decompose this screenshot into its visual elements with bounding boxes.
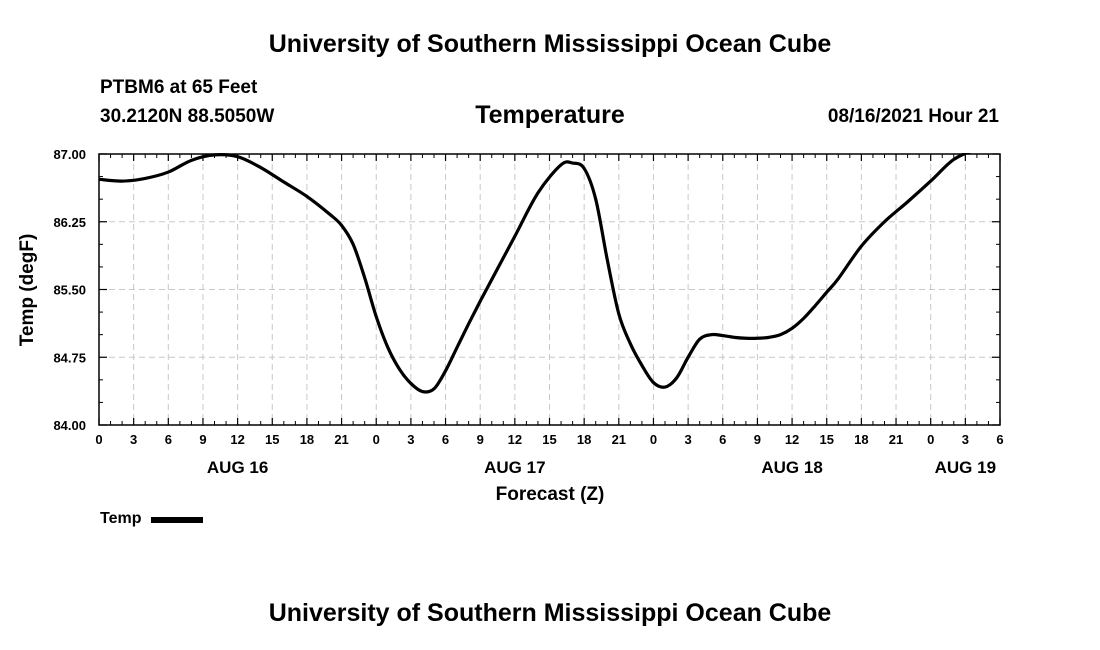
series-layer [99,153,972,394]
x-tick-label: 15 [819,432,833,447]
x-tick-label: 9 [754,432,761,447]
x-tick-label: 9 [477,432,484,447]
x-tick-label: 3 [684,432,691,447]
forecast-datetime: 08/16/2021 Hour 21 [827,106,999,127]
x-tick-label: 6 [442,432,449,447]
station-label: PTBM6 at 65 Feet [100,77,258,98]
legend-line-swatch [151,517,204,523]
x-tick-label: 12 [785,432,799,447]
x-axis-label: Forecast (Z) [496,484,605,505]
x-tick-label: 15 [542,432,556,447]
x-tick-label: 6 [996,432,1003,447]
x-tick-label: 15 [265,432,279,447]
x-tick-label: 21 [612,432,626,447]
x-tick-label: 18 [854,432,868,447]
x-tick-label: 0 [927,432,934,447]
x-tick-label: 18 [577,432,591,447]
x-tick-label: 21 [889,432,903,447]
y-tick-label: 87.00 [53,147,86,162]
legend-label: Temp [100,510,142,527]
x-tick-label: 18 [300,432,314,447]
date-label: AUG 16 [207,458,268,477]
y-axis-label: Temp (degF) [17,234,38,347]
x-tick-label: 6 [719,432,726,447]
y-tick-label: 84.00 [53,418,86,433]
legend: Temp [100,510,204,528]
tick-marks [98,153,1001,426]
date-label: AUG 19 [935,458,996,477]
grid-lines [99,154,1000,425]
x-tick-label: 9 [199,432,206,447]
x-tick-label: 0 [373,432,380,447]
y-tick-label: 85.50 [53,283,86,298]
tick-labels: 0 3 6 9 12 15 18 21 0 3 6 9 12 15 18 21 0 3 6 9 12 15 18 21 0 3 6 8… [53,147,1003,477]
x-tick-label: 3 [407,432,414,447]
date-label: AUG 17 [484,458,545,477]
x-tick-label: 3 [962,432,969,447]
x-tick-label: 12 [230,432,244,447]
x-tick-label: 0 [95,432,102,447]
chart-title: Temperature [475,101,625,129]
page-title: University of Southern Mississippi Ocean… [268,30,832,58]
x-tick-label: 21 [334,432,348,447]
x-tick-label: 3 [130,432,137,447]
series-line-temp [99,153,972,394]
x-tick-label: 6 [165,432,172,447]
station-coordinates: 30.2120N 88.5050W [100,106,275,127]
date-label: AUG 18 [761,458,822,477]
x-tick-label: 12 [508,432,522,447]
y-tick-label: 86.25 [53,215,86,230]
y-tick-label: 84.75 [53,350,86,365]
x-tick-label: 0 [650,432,657,447]
footer-title: University of Southern Mississippi Ocean… [268,599,832,627]
